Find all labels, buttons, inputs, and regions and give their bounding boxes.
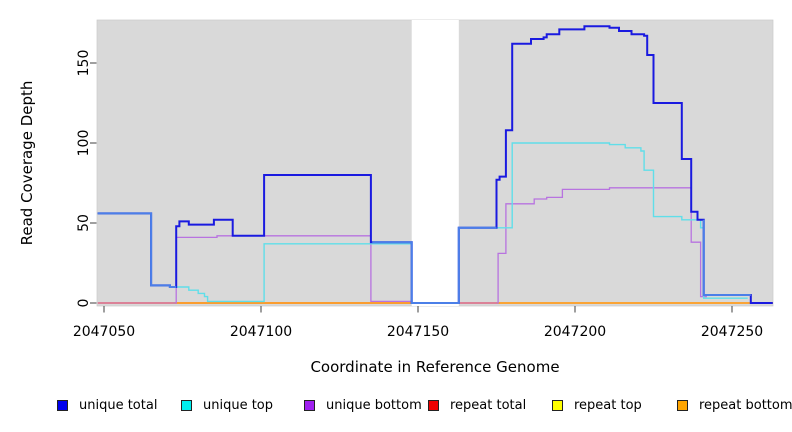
x-tick-label: 2047250: [701, 324, 763, 340]
x-axis-title: Coordinate in Reference Genome: [310, 358, 560, 376]
series-unique-total-bright: [702, 219, 751, 296]
series-unique-bottom: [496, 187, 707, 304]
y-axis-title: Read Coverage Depth: [18, 80, 36, 246]
x-tick-label: 2047050: [73, 324, 135, 340]
y-tick-label: 100: [76, 130, 92, 157]
x-tick-label: 2047100: [230, 324, 292, 340]
y-tick-label: 0: [76, 299, 92, 308]
y-tick-label: 150: [76, 50, 92, 77]
masked-region: [411, 20, 459, 306]
series-unique-bottom: [173, 235, 412, 304]
series-unique-total: [97, 25, 773, 304]
y-tick-label: 50: [76, 214, 92, 232]
x-tick-label: 2047200: [544, 324, 606, 340]
x-tick-label: 2047150: [387, 324, 449, 340]
series-unique-total-bright: [97, 212, 177, 288]
series-unique-total-bright: [372, 226, 497, 304]
